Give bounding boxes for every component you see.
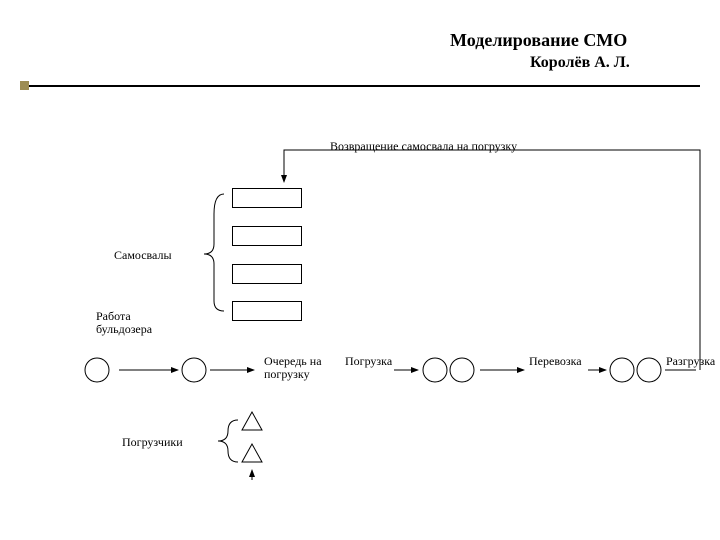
return-line-top xyxy=(284,150,700,370)
loader-triangle-2 xyxy=(242,444,262,462)
label-loaders: Погрузчики xyxy=(122,436,183,449)
label-bulldozer: Работа бульдозера xyxy=(96,310,176,336)
bulldozer-circle-1 xyxy=(85,358,109,382)
loader-brace xyxy=(218,420,238,462)
truck-rect-4 xyxy=(232,301,302,321)
header-rule xyxy=(20,85,700,87)
label-transport: Перевозка xyxy=(529,355,582,368)
truck-brace xyxy=(204,194,224,311)
label-trucks: Самосвалы xyxy=(114,249,172,262)
accent-square xyxy=(20,81,29,90)
truck-rect-2 xyxy=(232,226,302,246)
truck-rect-1 xyxy=(232,188,302,208)
loader-triangle-1 xyxy=(242,412,262,430)
page-sub-title: Королёв А. Л. xyxy=(530,54,630,72)
label-return-truck: Возвращение самосвала на погрузку xyxy=(330,140,517,153)
diagram-svg xyxy=(0,0,720,540)
diagram-canvas: Моделирование СМО Королёв А. Л. Возвраще… xyxy=(0,0,720,540)
label-unloading: Разгрузка xyxy=(666,355,715,368)
label-queue: Очередь на погрузку xyxy=(264,355,334,381)
unloading-circle-2 xyxy=(637,358,661,382)
truck-rect-3 xyxy=(232,264,302,284)
unloading-circle-1 xyxy=(610,358,634,382)
bulldozer-circle-2 xyxy=(182,358,206,382)
page-main-title: Моделирование СМО xyxy=(450,30,627,51)
label-loading: Погрузка xyxy=(345,355,392,368)
loading-circle-2 xyxy=(450,358,474,382)
label-queue-text: Очередь на погрузку xyxy=(264,354,322,381)
loading-circle-1 xyxy=(423,358,447,382)
label-bulldozer-text: Работа бульдозера xyxy=(96,309,152,336)
